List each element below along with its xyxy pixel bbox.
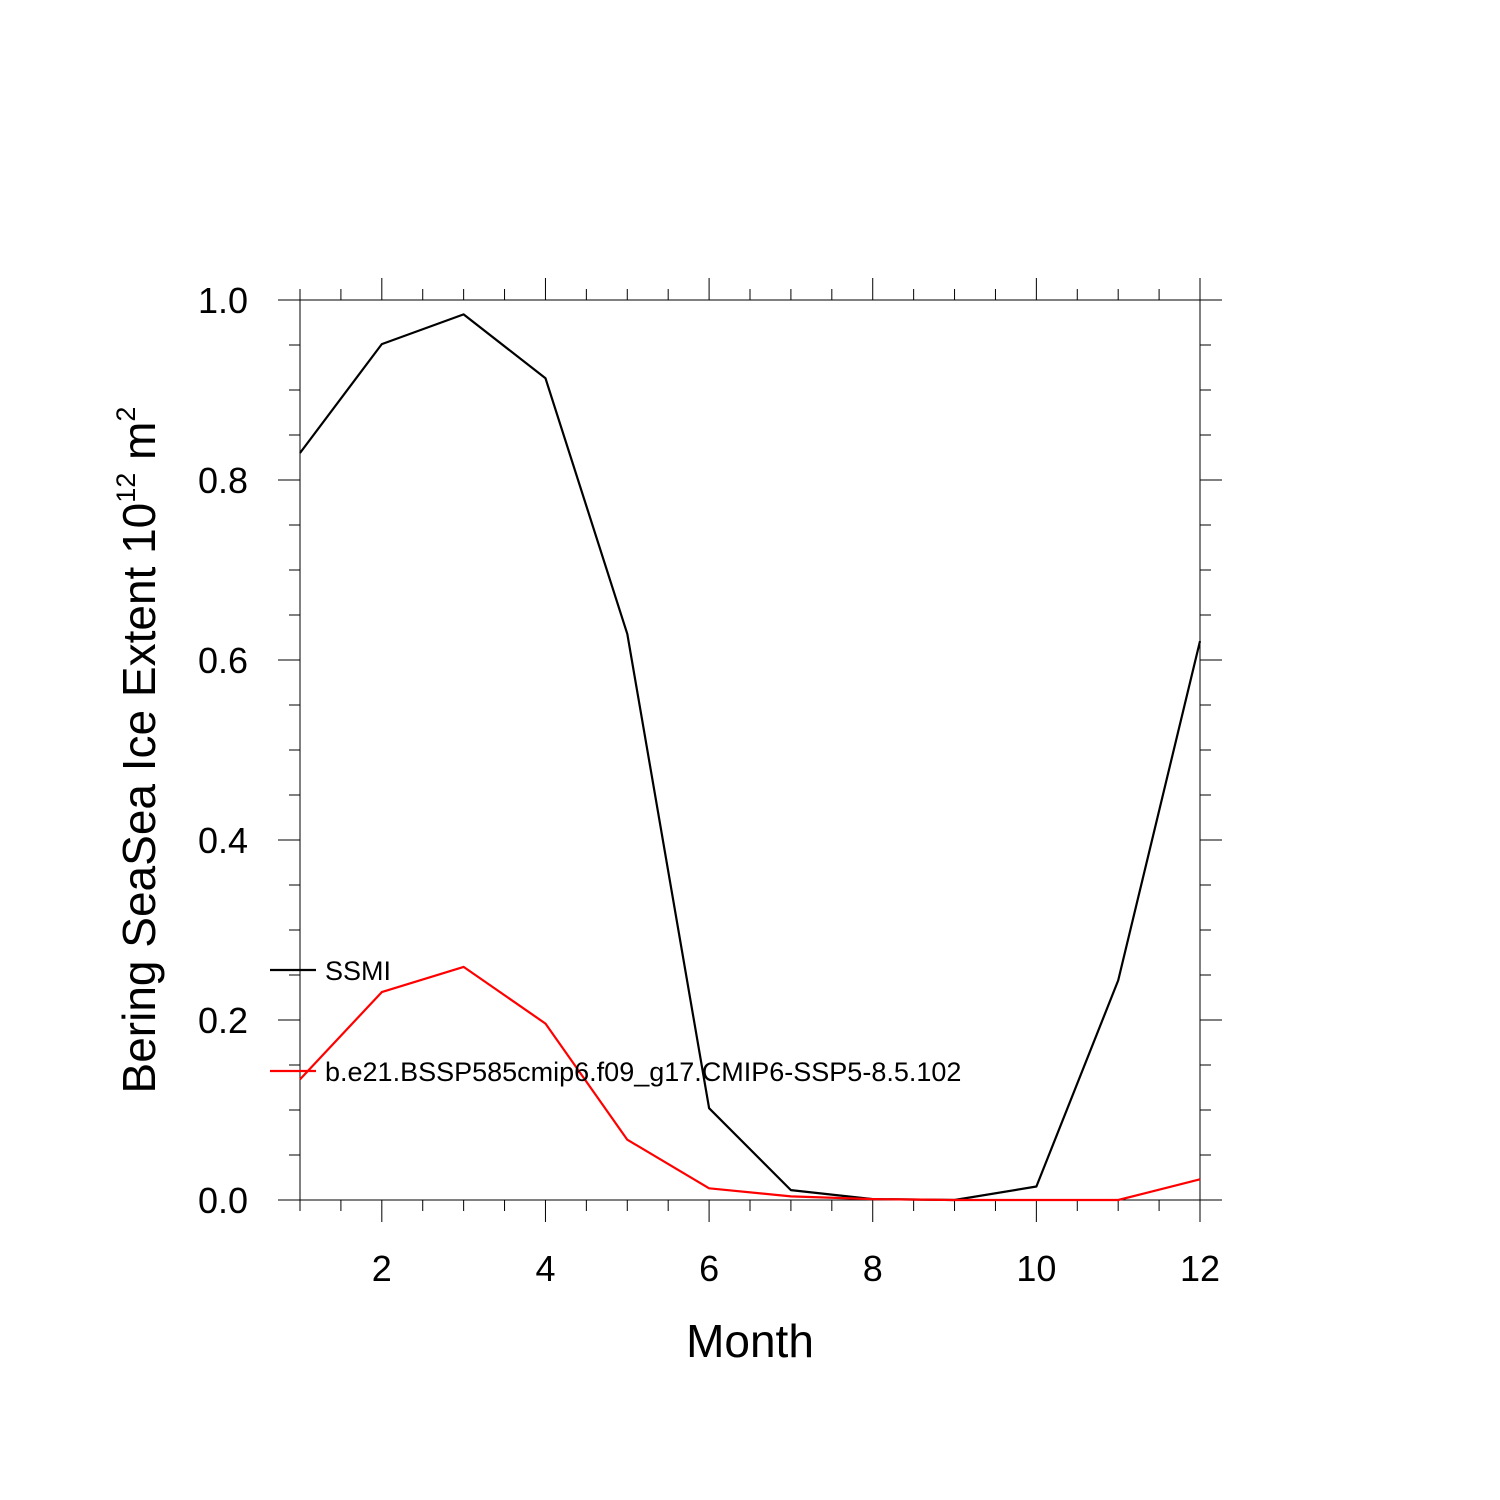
- series-line-2: [299, 965, 1201, 1202]
- legend: SSMI b.e21.BSSP585cmip6.f09_g17.CMIP6-SSP…: [270, 956, 961, 1087]
- x-tick-label: 6: [699, 1248, 719, 1289]
- x-tick-label: 12: [1180, 1248, 1220, 1289]
- major-ticks: [278, 278, 1222, 1222]
- plot-frame: [299, 299, 1201, 1201]
- y-tick-label: 0.4: [198, 820, 248, 861]
- y-tick-label: 0.8: [198, 460, 248, 501]
- series-line-1: [299, 313, 1202, 1202]
- legend-label-1: SSMI: [325, 956, 391, 986]
- legend-label-2: b.e21.BSSP585cmip6.f09_g17.CMIP6-SSP5-8.…: [325, 1057, 961, 1087]
- y-axis-title: Bering SeaSea Ice Extent 1012 m2: [111, 407, 165, 1094]
- x-tick-label: 8: [863, 1248, 883, 1289]
- y-tick-labels: 0.0 0.2 0.4 0.6 0.8 1.0: [198, 280, 248, 1221]
- series-lines: [299, 313, 1202, 1202]
- y-tick-label: 1.0: [198, 280, 248, 321]
- minor-ticks: [289, 289, 1211, 1211]
- x-tick-label: 10: [1016, 1248, 1056, 1289]
- x-tick-labels: 2 4 6 8 10 12: [372, 1248, 1220, 1289]
- x-tick-label: 2: [372, 1248, 392, 1289]
- y-tick-label: 0.6: [198, 640, 248, 681]
- y-tick-label: 0.0: [198, 1180, 248, 1221]
- x-axis-title: Month: [686, 1315, 814, 1367]
- y-tick-label: 0.2: [198, 1000, 248, 1041]
- x-tick-label: 4: [535, 1248, 555, 1289]
